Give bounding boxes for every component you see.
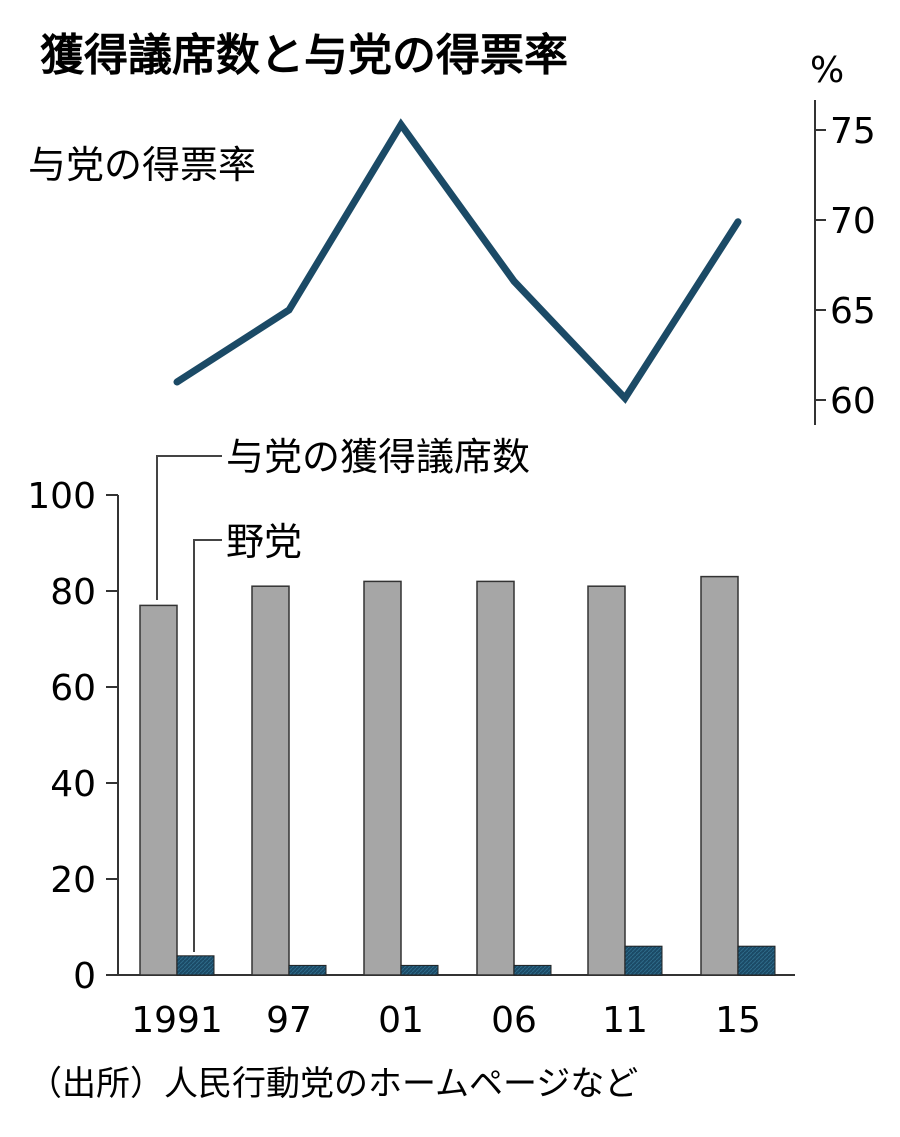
bar-opposition-seats <box>513 964 552 976</box>
bar-tick-label: 80 <box>50 572 96 613</box>
bar-opposition-seats <box>624 945 663 976</box>
line-series-path <box>173 118 742 404</box>
bar-tick-label: 20 <box>50 860 96 901</box>
line-y-unit: % <box>810 50 844 91</box>
source-note: （出所）人民行動党のホームページなど <box>28 1064 638 1104</box>
line-tick-label: 60 <box>830 381 876 422</box>
bar-tick-label: 100 <box>27 476 96 517</box>
bar-ruling-seats <box>251 585 290 976</box>
legend-ruling-seats: 与党の獲得議席数 <box>226 435 530 479</box>
bar-opposition-seats <box>288 964 327 976</box>
x-tick-label: 15 <box>715 1000 761 1041</box>
bar-tick-label: 40 <box>50 764 96 805</box>
x-tick-label: 01 <box>378 1000 424 1041</box>
line-tick-label: 65 <box>830 291 876 332</box>
x-tick-label: 11 <box>602 1000 648 1041</box>
bar-opposition-seats <box>400 964 439 976</box>
legend-ruling-callout-line <box>156 455 222 600</box>
x-tick-label: 1991 <box>131 1000 223 1041</box>
bar-layer <box>139 575 776 976</box>
x-tick-label: 97 <box>266 1000 312 1041</box>
bar-ruling-seats <box>700 575 739 976</box>
legend-opposition-callout-line <box>193 539 222 952</box>
chart-title: 獲得議席数と与党の得票率 <box>40 30 568 81</box>
bar-ruling-seats <box>139 604 178 976</box>
bar-tick-label: 60 <box>50 668 96 709</box>
bar-tick-label: 0 <box>73 956 96 997</box>
line-series-label: 与党の得票率 <box>28 143 256 187</box>
x-tick-labels: 1991 97 01 06 11 15 <box>131 1000 761 1041</box>
bar-ruling-seats <box>476 580 515 976</box>
line-series-layer <box>173 118 742 404</box>
x-tick-label: 06 <box>491 1000 537 1041</box>
bar-opposition-seats <box>176 955 215 976</box>
bar-y-axis: 0 20 40 60 80 100 <box>27 476 795 997</box>
bar-opposition-seats <box>737 945 776 976</box>
legend-opposition-seats: 野党 <box>226 520 302 564</box>
bar-ruling-seats <box>587 585 626 976</box>
line-tick-label: 75 <box>830 111 876 152</box>
line-y-axis: 60 65 70 75 <box>814 100 876 425</box>
line-tick-label: 70 <box>830 201 876 242</box>
bar-ruling-seats <box>363 580 402 976</box>
